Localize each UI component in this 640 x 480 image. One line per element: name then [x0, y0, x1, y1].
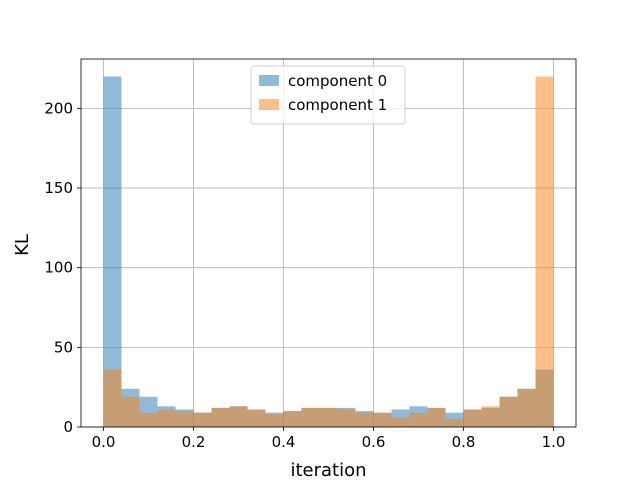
bar-component-1-1 — [121, 396, 140, 427]
x-tick-label: 0.4 — [272, 433, 296, 451]
bar-component-1-6 — [211, 407, 230, 427]
bar-component-1-0 — [103, 369, 122, 427]
bar-component-1-21 — [481, 406, 500, 427]
plot-frame — [80, 58, 577, 428]
bar-component-1-7 — [229, 406, 248, 427]
x-tick-label: 0.0 — [92, 433, 116, 451]
bar-component-1-8 — [247, 409, 266, 427]
y-tick-label: 200 — [44, 99, 73, 117]
bar-component-1-15 — [373, 412, 392, 427]
bar-component-1-2 — [139, 412, 158, 427]
legend: component 0 component 1 — [250, 65, 406, 125]
y-tick-label: 100 — [44, 259, 73, 277]
bar-component-1-12 — [319, 407, 338, 427]
bars — [103, 76, 554, 428]
bar-component-1-24 — [535, 76, 554, 428]
bar-component-1-4 — [175, 411, 194, 427]
bar-component-1-20 — [463, 409, 482, 427]
bar-component-0-0 — [103, 76, 122, 428]
x-axis-label: iteration — [290, 460, 366, 480]
x-tick-label: 0.8 — [452, 433, 476, 451]
y-tick-label: 50 — [54, 338, 73, 356]
legend-label: component 1 — [288, 96, 387, 114]
y-tick-label: 150 — [44, 179, 73, 197]
bar-component-1-16 — [391, 417, 410, 427]
bar-component-1-14 — [355, 412, 374, 427]
bar-component-1-18 — [427, 407, 446, 427]
bar-component-1-13 — [337, 409, 356, 427]
x-tick-label: 0.6 — [362, 433, 386, 451]
ticks: 0.0 0.2 0.4 0.6 0.8 1.0 0 50 100 150 200 — [44, 99, 565, 451]
legend-box — [250, 65, 406, 125]
y-tick-label: 0 — [63, 418, 73, 436]
legend-swatch — [259, 99, 279, 110]
bar-component-1-17 — [409, 412, 428, 427]
bar-component-1-10 — [283, 411, 302, 427]
bar-component-1-9 — [265, 414, 284, 427]
legend-swatch — [259, 75, 279, 86]
legend-label: component 0 — [288, 72, 387, 90]
x-tick-label: 1.0 — [542, 433, 566, 451]
bar-component-1-22 — [499, 396, 518, 427]
bar-component-1-11 — [301, 407, 320, 427]
y-axis-label: KL — [12, 234, 33, 256]
bar-component-1-19 — [445, 419, 464, 427]
x-tick-label: 0.2 — [182, 433, 206, 451]
bar-component-1-5 — [193, 412, 212, 427]
bar-component-1-3 — [157, 409, 176, 427]
bar-component-1-23 — [517, 388, 536, 427]
